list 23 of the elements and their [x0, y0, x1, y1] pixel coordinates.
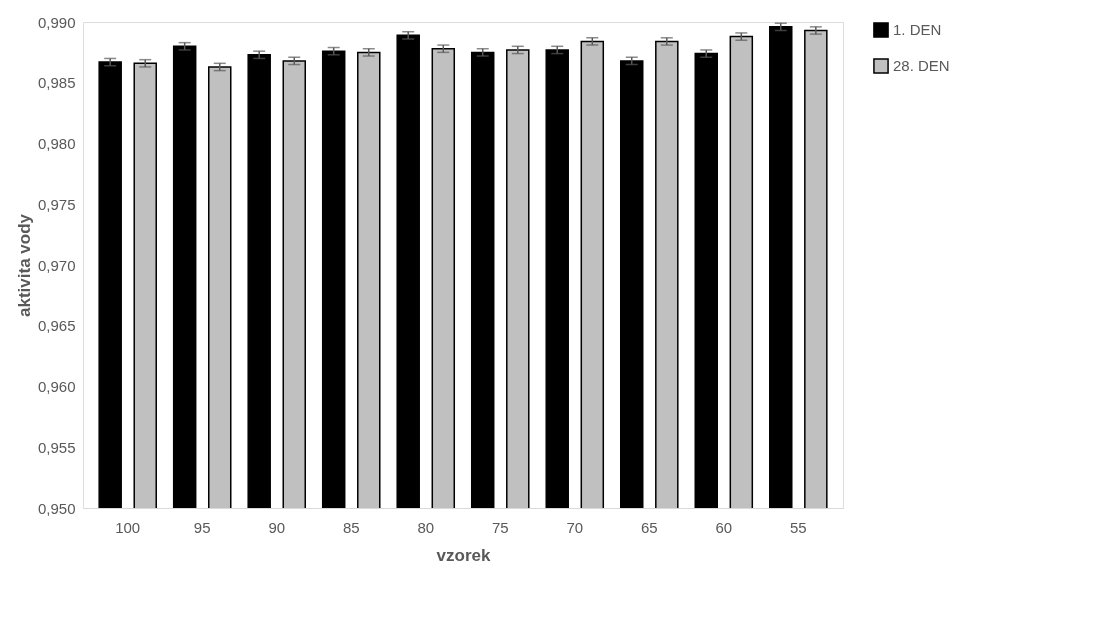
x-tick-label: 55	[789, 518, 807, 536]
y-tick-label: 0,955	[37, 438, 76, 456]
y-tick-label: 0,985	[37, 74, 76, 92]
x-axis-title: vzorek	[436, 545, 491, 565]
x-tick-label: 90	[268, 518, 286, 536]
legend-label: 28. DEN	[893, 57, 950, 74]
x-tick-label: 70	[566, 518, 584, 536]
x-tick-label: 95	[193, 518, 211, 536]
y-tick-label: 0,950	[37, 499, 76, 517]
y-tick-label: 0,980	[37, 135, 76, 152]
y-tick-label: 0,990	[37, 13, 76, 31]
x-tick-label: 65	[640, 518, 658, 536]
y-tick-label: 0,975	[37, 195, 76, 213]
x-tick-label: 100	[115, 518, 141, 536]
y-tick-label: 0,965	[37, 317, 76, 335]
x-tick-label: 75	[491, 518, 509, 536]
x-tick-label: 80	[417, 518, 435, 536]
y-axis-title: aktivita vody	[14, 213, 34, 317]
x-tick-label: 60	[715, 518, 733, 536]
x-tick-label: 85	[342, 518, 360, 536]
y-tick-label: 0,960	[37, 378, 76, 395]
legend-label: 1. DEN	[893, 21, 942, 38]
y-tick-label: 0,970	[37, 256, 76, 274]
